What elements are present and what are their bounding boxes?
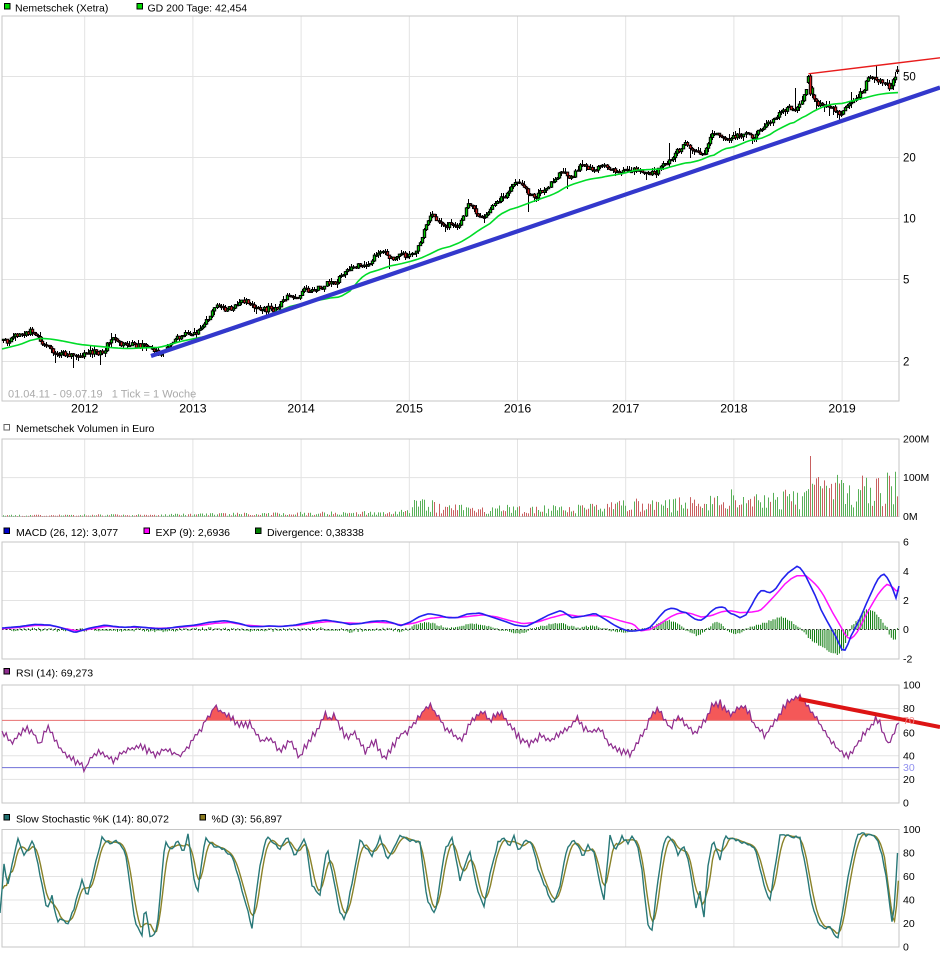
- svg-text:20: 20: [903, 918, 915, 930]
- svg-text:2: 2: [903, 357, 909, 369]
- svg-text:RSI (14): 69,273: RSI (14): 69,273: [16, 668, 93, 680]
- svg-text:60: 60: [903, 871, 915, 883]
- svg-text:30: 30: [903, 762, 915, 774]
- svg-text:2: 2: [903, 595, 909, 607]
- svg-text:20: 20: [903, 774, 915, 786]
- svg-text:6: 6: [903, 537, 909, 549]
- svg-text:20: 20: [903, 153, 916, 165]
- svg-text:5: 5: [903, 275, 909, 287]
- svg-text:EXP (9): 2,6936: EXP (9): 2,6936: [156, 527, 231, 539]
- svg-text:2015: 2015: [396, 402, 424, 416]
- svg-text:2012: 2012: [71, 402, 99, 416]
- svg-text:80: 80: [903, 848, 915, 860]
- svg-text:40: 40: [903, 895, 915, 907]
- svg-text:100M: 100M: [903, 472, 929, 484]
- svg-text:70: 70: [903, 715, 915, 727]
- svg-text:GD 200 Tage: 42,454: GD 200 Tage: 42,454: [148, 3, 248, 15]
- svg-text:0: 0: [903, 942, 909, 954]
- svg-text:100: 100: [903, 824, 921, 836]
- svg-text:200M: 200M: [903, 434, 929, 446]
- svg-text:0M: 0M: [903, 511, 918, 523]
- svg-text:-2: -2: [903, 654, 912, 666]
- svg-text:10: 10: [903, 214, 916, 226]
- svg-text:4: 4: [903, 566, 909, 578]
- svg-text:Slow Stochastic %K (14): 80,07: Slow Stochastic %K (14): 80,072: [16, 814, 169, 826]
- svg-text:50: 50: [903, 72, 916, 84]
- svg-text:MACD (26, 12): 3,077: MACD (26, 12): 3,077: [16, 527, 118, 539]
- svg-text:Nemetschek (Xetra): Nemetschek (Xetra): [15, 3, 108, 15]
- svg-text:40: 40: [903, 750, 915, 762]
- svg-text:2018: 2018: [720, 402, 748, 416]
- svg-text:Nemetschek Volumen in Euro: Nemetschek Volumen in Euro: [16, 423, 154, 435]
- svg-text:2014: 2014: [287, 402, 315, 416]
- svg-text:2016: 2016: [504, 402, 532, 416]
- svg-text:2017: 2017: [612, 402, 640, 416]
- svg-text:100: 100: [903, 680, 921, 692]
- svg-text:Divergence: 0,38338: Divergence: 0,38338: [267, 527, 364, 539]
- svg-text:%D (3): 56,897: %D (3): 56,897: [212, 814, 283, 826]
- svg-text:01.04.11 - 09.07.19 1 Tick =: 01.04.11 - 09.07.19 1 Tick = 1 Woche: [8, 389, 196, 401]
- svg-text:2013: 2013: [179, 402, 207, 416]
- svg-text:60: 60: [903, 727, 915, 739]
- svg-text:2019: 2019: [828, 402, 856, 416]
- svg-text:80: 80: [903, 703, 915, 715]
- svg-text:0: 0: [903, 624, 909, 636]
- svg-text:0: 0: [903, 798, 909, 810]
